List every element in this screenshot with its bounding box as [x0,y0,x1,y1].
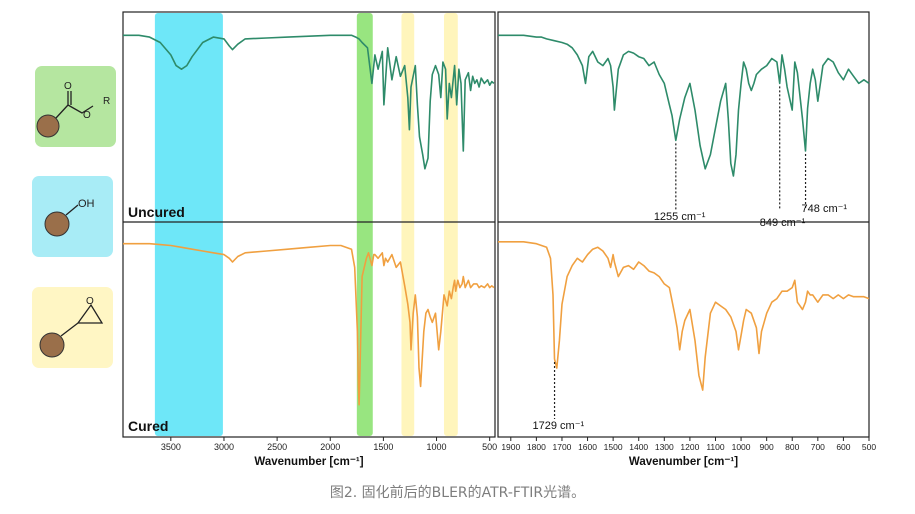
hydroxyl-bond [65,204,79,216]
right-tick-label-1900: 1900 [501,442,520,452]
hydroxyl-bead [44,211,70,237]
ester-bead [36,114,60,138]
figure-caption: 图2. 固化前后的BLER的ATR-FTIR光谱。 [329,485,586,501]
right-frame [497,11,870,438]
left-frame [122,11,496,438]
left-band-0 [154,13,223,436]
right-annot-label-1255: 1255 cm⁻¹ [654,211,706,223]
ester-bonds [55,91,94,119]
right-cured-line [498,241,870,391]
right-tick-label-900: 900 [760,442,774,452]
left-tick-label-2500: 2500 [267,442,287,452]
ester-O-carbonyl: O [64,81,72,92]
epoxide-bead [39,332,65,358]
epoxide-bonds [60,303,104,337]
right-tick-label-700: 700 [811,442,825,452]
right-uncured-line [498,34,870,177]
left-tick-label-1000: 1000 [427,442,447,452]
legend-icons: O O R OH O [32,66,116,368]
ester-icon: O O R [35,66,116,147]
left-tick-label-2000: 2000 [320,442,340,452]
ester-R-label: R [103,96,110,107]
right-tick-label-600: 600 [836,442,850,452]
right-tick-label-1400: 1400 [629,442,648,452]
hydroxyl-icon-bg [32,176,113,257]
right-tick-label-800: 800 [785,442,799,452]
hydroxyl-OH-label: OH [78,198,95,210]
right-tick-label-1500: 1500 [604,442,623,452]
right-annot-label-849: 849 cm⁻¹ [760,217,806,229]
left-tick-label-500: 500 [482,442,497,452]
right-tick-label-1000: 1000 [732,442,751,452]
epoxide-icon: O [32,287,113,368]
left-spectrum-panel: Uncured Cured 3500 3000 2500 2000 1500 1000 500 W… [122,11,497,468]
right-tick-label-1600: 1600 [578,442,597,452]
right-annot-label-1729: 1729 cm⁻¹ [533,420,585,432]
panel-label-cured: Cured [128,418,168,434]
right-tick-label-1800: 1800 [527,442,546,452]
right-annot-label-748: 748 cm⁻¹ [802,203,848,215]
panel-label-uncured: Uncured [128,204,185,220]
left-uncured-line [123,34,495,170]
left-x-axis-label: Wavenumber [cm⁻¹] [254,456,363,468]
left-tick-label-3000: 3000 [214,442,234,452]
left-cured-line [123,242,495,406]
ester-O: O [83,110,91,121]
right-tick-label-1700: 1700 [553,442,572,452]
right-tick-label-500: 500 [862,442,876,452]
right-x-axis-label: Wavenumber [cm⁻¹] [629,456,738,468]
left-tick-label-3500: 3500 [161,442,181,452]
right-tick-label-1100: 1100 [706,442,725,452]
right-tick-label-1200: 1200 [680,442,699,452]
hydroxyl-icon: OH [32,176,113,257]
left-tick-label-1500: 1500 [373,442,393,452]
epoxide-O: O [86,296,94,307]
right-tick-label-1300: 1300 [655,442,674,452]
right-spectrum-panel: 1255 cm⁻¹ 849 cm⁻¹ 748 cm⁻¹ 1729 cm⁻¹ 1900 18… [497,11,876,468]
